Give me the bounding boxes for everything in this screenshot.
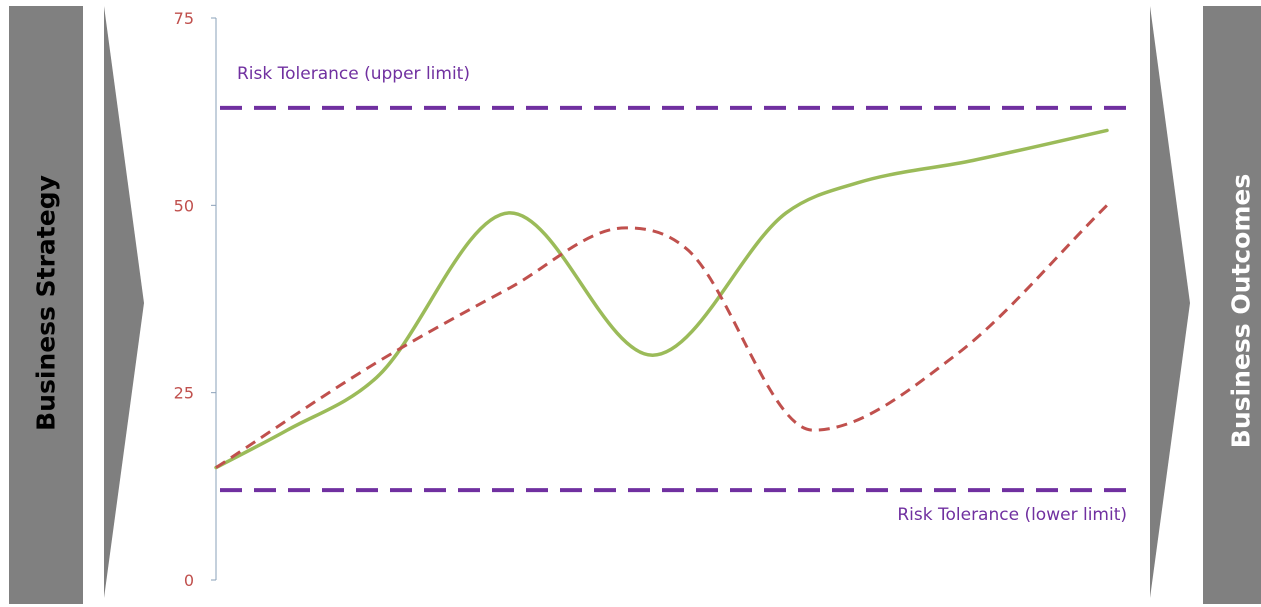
lower-limit-label: Risk Tolerance (lower limit) <box>897 505 1127 525</box>
upper-limit-label: Risk Tolerance (upper limit) <box>237 64 470 84</box>
solid-series-line <box>214 128 1109 470</box>
y-tick-label: 50 <box>174 196 194 215</box>
sidebar-business-outcomes <box>1203 6 1261 604</box>
left-arrow-shape <box>104 6 144 598</box>
y-tick-label: 25 <box>174 384 194 403</box>
right-arrow-shape <box>1150 6 1190 598</box>
y-tick-label: 0 <box>184 571 194 590</box>
dashed-series-line <box>215 204 1109 469</box>
y-tick-label: 75 <box>174 9 194 28</box>
sidebar-business-strategy <box>9 6 83 604</box>
